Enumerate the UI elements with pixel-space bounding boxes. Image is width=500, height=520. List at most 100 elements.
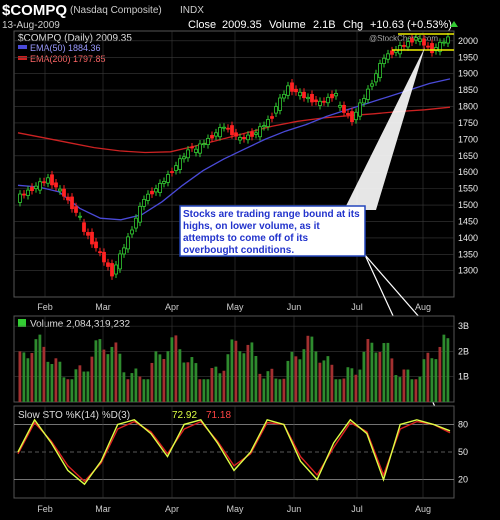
candle (54, 182, 58, 188)
volume-bar (306, 335, 310, 402)
candle (146, 193, 150, 201)
candle (102, 251, 106, 263)
volume-bar (42, 346, 46, 402)
volume-tick-label: 1B (458, 372, 469, 382)
index-name: (Nasdaq Composite) (70, 5, 162, 16)
volume-bar (74, 369, 78, 402)
bottom-month-label: Aug (415, 504, 431, 514)
volume-bar (182, 362, 186, 402)
volume-bar (230, 339, 234, 402)
candle (22, 193, 26, 196)
candle (418, 38, 422, 42)
candle (50, 174, 54, 186)
sto-k-value: 72.92 (172, 410, 197, 421)
price-month-label: Mar (95, 302, 111, 312)
volume-bar (386, 342, 390, 402)
volume-axis: 3B 2B 1B (458, 321, 469, 382)
candle (294, 88, 298, 93)
volume-bar (18, 351, 22, 402)
candle (410, 38, 414, 43)
candle (298, 91, 302, 97)
volume-bar (298, 359, 302, 402)
price-month-label: Jul (351, 302, 363, 312)
volume-bar (110, 346, 114, 402)
volume-bar (178, 349, 182, 402)
candle (302, 91, 306, 99)
candle (74, 206, 78, 213)
candle (62, 188, 66, 197)
candle (170, 171, 174, 173)
candle (250, 131, 254, 137)
candle (86, 232, 90, 236)
candle (218, 127, 222, 138)
volume-bar (346, 367, 350, 402)
candle (138, 205, 142, 223)
candle (414, 37, 418, 41)
candle (194, 148, 198, 153)
watermark: @StockCharts.com (369, 34, 438, 43)
volume-bar (54, 358, 58, 402)
price-candles (18, 32, 450, 280)
volume-bar (206, 379, 210, 402)
volume-bar (46, 361, 50, 402)
price-tick-label: 1650 (458, 151, 478, 161)
volume-value: 2.1B (313, 19, 336, 31)
candle (258, 126, 262, 138)
candle (126, 236, 130, 250)
volume-bar (154, 351, 158, 402)
candle (426, 45, 430, 48)
volume-bar (330, 364, 334, 402)
volume-bar (94, 340, 98, 402)
candle (382, 57, 386, 64)
price-month-label: Aug (415, 302, 431, 312)
candle (290, 82, 294, 92)
bottom-month-axis: Feb Mar Apr May Jun Jul Aug (37, 504, 431, 514)
volume-bar (334, 379, 338, 402)
candle (330, 93, 334, 99)
volume-bar (186, 362, 190, 402)
volume-bar (294, 356, 298, 402)
volume-bar (82, 371, 86, 402)
volume-bar (234, 340, 238, 402)
candle (402, 45, 406, 47)
candle (122, 247, 126, 255)
volume-bar (266, 371, 270, 402)
volume-bar (214, 366, 218, 402)
bottom-month-label: Apr (165, 504, 179, 514)
candle (386, 53, 390, 60)
volume-bar (414, 379, 418, 402)
annotation-text: Stocks are trading range bound at its hi… (183, 209, 360, 255)
candle (242, 136, 246, 140)
volume-bar (122, 372, 126, 402)
volume-bar (418, 376, 422, 402)
sto-d-line (17, 420, 451, 483)
volume-bar (374, 352, 378, 402)
volume-bar (86, 371, 90, 402)
volume-bar (138, 376, 142, 402)
volume-bar (102, 349, 106, 402)
price-tick-label: 1350 (458, 249, 478, 259)
price-tick-label: 1450 (458, 216, 478, 226)
volume-bar (362, 351, 366, 402)
volume-bar (78, 365, 82, 402)
volume-bar (146, 379, 150, 402)
volume-bar (430, 358, 434, 402)
sto-axis: 80 50 20 (458, 419, 468, 484)
candle (118, 253, 122, 270)
candle (210, 135, 214, 139)
volume-bar (446, 338, 450, 402)
ema50-swatch (18, 45, 27, 49)
volume-bar (130, 373, 134, 402)
price-tick-label: 1900 (458, 69, 478, 79)
sto-tick-label: 80 (458, 419, 468, 429)
volume-bar (38, 334, 42, 402)
candle (274, 106, 278, 114)
candle (106, 262, 110, 267)
candle (370, 83, 374, 87)
candle (46, 177, 50, 184)
volume-bar (226, 354, 230, 402)
volume-bars (18, 334, 450, 402)
candle (162, 181, 166, 184)
volume-bar (258, 373, 262, 402)
volume-bar (30, 353, 34, 402)
